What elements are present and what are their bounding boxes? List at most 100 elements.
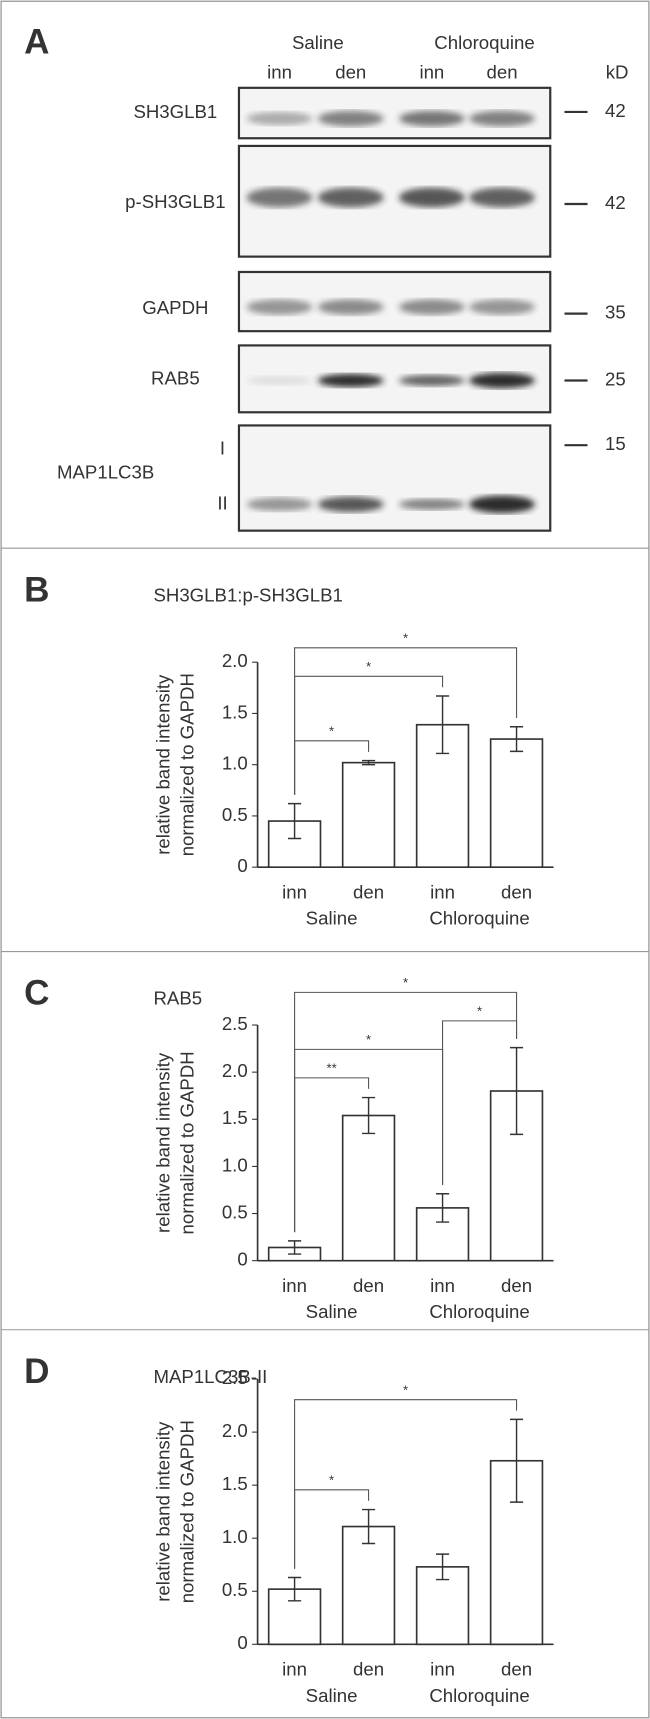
y-tick-label: 1.0	[222, 1526, 248, 1547]
y-tick-label: 0.5	[222, 804, 248, 825]
significance-label: *	[329, 724, 334, 739]
significance-label: *	[477, 1004, 482, 1019]
kd-label: 25	[605, 368, 626, 389]
y-tick-label: 1.0	[222, 753, 248, 774]
chart-title: RAB5	[153, 988, 202, 1009]
significance-label: **	[326, 1061, 336, 1076]
error-bar	[509, 1418, 524, 1503]
panel-label: C	[24, 974, 49, 1013]
lane-label: inn	[267, 62, 292, 83]
kd-label: 15	[605, 433, 626, 454]
error-bar	[361, 1096, 376, 1135]
x-tick-label: inn	[282, 1659, 307, 1680]
panel-label: A	[24, 22, 49, 61]
row-label: p-SH3GLB1	[125, 191, 225, 212]
blot-band	[317, 496, 384, 513]
row-label: MAP1LC3B	[57, 462, 154, 483]
kd-label: 42	[605, 192, 626, 213]
y-tick-label: 2.0	[222, 1420, 248, 1441]
group-label: Saline	[292, 32, 344, 53]
blot-band	[469, 187, 535, 208]
y-axis-label: normalized to GAPDH	[176, 1420, 197, 1603]
error-bar	[435, 695, 450, 755]
y-tick-label: 1.5	[222, 701, 248, 722]
kd-label: 35	[605, 302, 626, 323]
blot-band	[469, 299, 535, 315]
x-tick-label: den	[353, 881, 384, 902]
y-tick-label: 0.5	[222, 1201, 248, 1222]
x-tick-label: inn	[282, 881, 307, 902]
x-tick-label: den	[353, 1659, 384, 1680]
error-bar	[435, 1193, 450, 1223]
group-label: Saline	[306, 908, 358, 929]
row-label: SH3GLB1	[133, 101, 217, 122]
chart-title: MAP1LC3B-II	[153, 1366, 267, 1387]
row-label: GAPDH	[142, 297, 208, 318]
error-bar	[509, 726, 524, 753]
kd-label: 42	[605, 100, 626, 121]
blot-band	[469, 495, 535, 514]
blot-band	[398, 110, 465, 127]
group-label: Chloroquine	[434, 32, 534, 53]
y-tick-label: 0	[237, 855, 247, 876]
blot-band	[398, 375, 465, 386]
y-tick-label: 0	[237, 1632, 247, 1653]
blot-band	[317, 299, 384, 315]
x-tick-label: den	[501, 1659, 532, 1680]
lane-label: inn	[419, 62, 444, 83]
y-tick-label: 2.5	[222, 1367, 248, 1388]
error-bar	[435, 1553, 450, 1581]
sublabel: II	[217, 492, 227, 513]
row-label: RAB5	[151, 367, 200, 388]
group-label: Chloroquine	[429, 908, 529, 929]
bar	[341, 761, 396, 868]
unit-label: kD	[606, 62, 629, 83]
y-axis-label: normalized to GAPDH	[176, 673, 197, 856]
blot-box	[237, 424, 552, 532]
bar	[341, 1114, 396, 1262]
blot-band	[317, 187, 384, 208]
panel-label: B	[24, 570, 49, 609]
x-tick-label: inn	[430, 1659, 455, 1680]
sublabel: I	[220, 437, 225, 458]
blot-band	[469, 372, 535, 389]
y-tick-label: 0	[237, 1249, 247, 1270]
y-tick-label: 2.0	[222, 1060, 248, 1081]
blot-band	[246, 187, 313, 208]
chart-title: SH3GLB1:p-SH3GLB1	[153, 584, 342, 605]
x-tick-label: den	[501, 1275, 532, 1296]
x-tick-label: den	[501, 881, 532, 902]
x-tick-label: inn	[430, 881, 455, 902]
error-bar	[361, 759, 376, 766]
panel-label: D	[24, 1352, 49, 1391]
bar	[489, 738, 544, 868]
significance-label: *	[403, 1382, 408, 1397]
significance-label: *	[403, 975, 408, 990]
group-label: Saline	[306, 1685, 358, 1706]
significance-label: *	[366, 1032, 371, 1047]
x-tick-label: inn	[430, 1275, 455, 1296]
blot-band	[317, 373, 384, 388]
blot-band	[398, 299, 465, 315]
blot-band	[246, 299, 313, 315]
y-axis-label: normalized to GAPDH	[176, 1051, 197, 1234]
group-label: Saline	[306, 1301, 358, 1322]
group-label: Chloroquine	[429, 1301, 529, 1322]
significance-bracket	[294, 1399, 518, 1569]
y-tick-label: 0.5	[222, 1579, 248, 1600]
group-label: Chloroquine	[429, 1685, 529, 1706]
y-axis-label: relative band intensity	[152, 674, 173, 855]
significance-label: *	[366, 659, 371, 674]
x-tick-label: den	[353, 1275, 384, 1296]
error-bar	[288, 1576, 302, 1602]
blot-band	[469, 110, 535, 127]
y-axis-label: relative band intensity	[152, 1421, 173, 1602]
blot-band	[317, 110, 384, 127]
y-tick-label: 2.5	[222, 1013, 248, 1034]
y-tick-label: 2.0	[222, 650, 248, 671]
significance-bracket	[294, 647, 518, 795]
significance-label: *	[329, 1473, 334, 1488]
y-tick-label: 1.0	[222, 1154, 248, 1175]
